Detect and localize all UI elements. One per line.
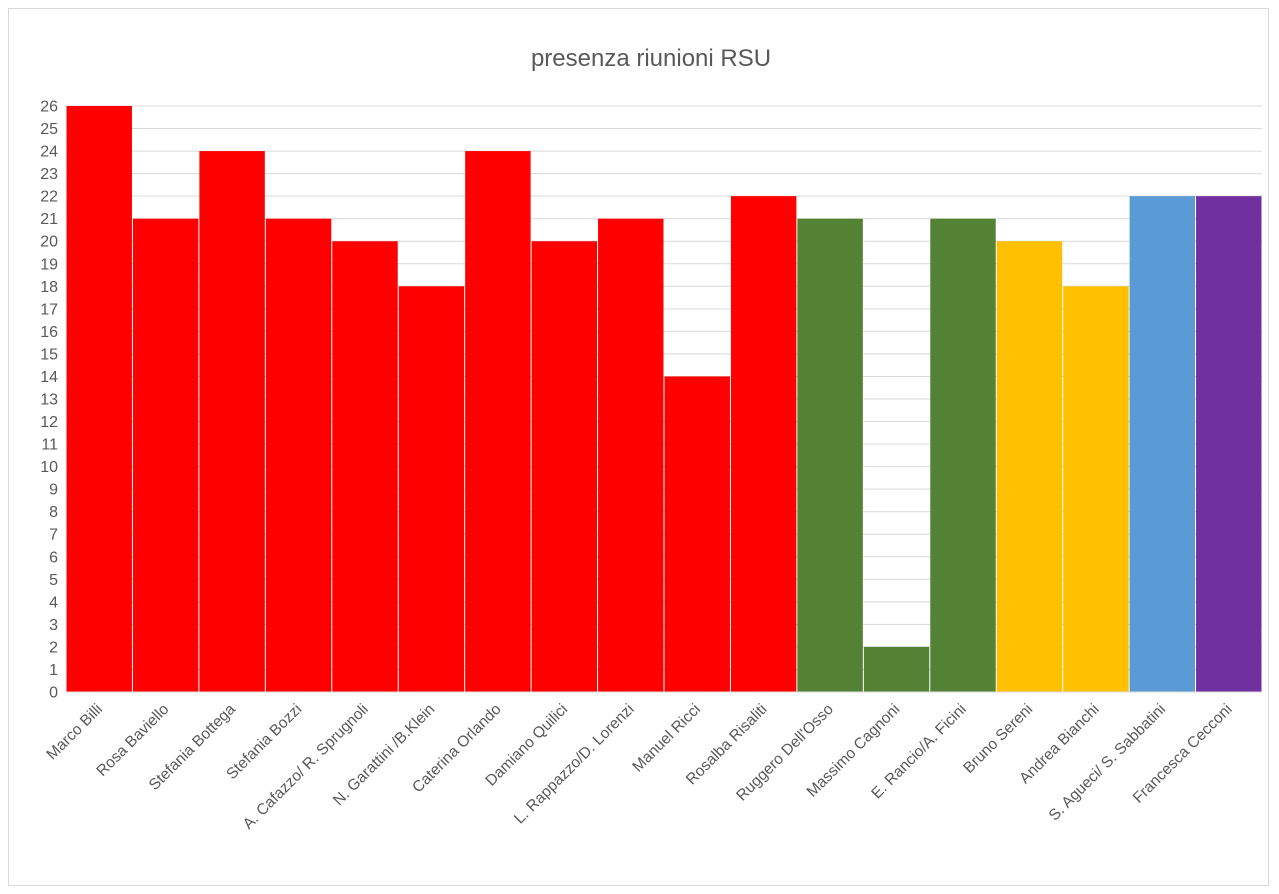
y-tick-label: 14 [40,369,58,386]
bar [465,151,531,693]
x-tick-label: A. Cafazzo/ R. Sprugnoli [240,701,372,833]
y-tick-label: 5 [49,572,58,589]
bar [863,646,930,692]
y-tick-label: 6 [49,549,58,566]
y-tick-label: 11 [41,437,58,454]
y-tick-label: 22 [40,189,58,206]
y-tick-label: 21 [40,211,58,228]
bar [730,196,797,692]
bar [598,218,664,692]
bar [1196,196,1262,692]
y-tick-label: 25 [40,121,58,138]
bar [531,241,598,692]
bar-chart: presenza riunioni RSU 012345678910111213… [40,45,1262,833]
y-tick-label: 19 [40,256,58,273]
y-tick-label: 4 [49,594,58,611]
y-tick-label: 7 [49,527,58,544]
bar [332,241,398,692]
bar [797,218,863,692]
y-tick-label: 15 [40,346,58,363]
y-tick-label: 10 [40,459,58,476]
y-tick-label: 24 [40,144,58,161]
chart-container: presenza riunioni RSU 0 1 2 3 4 5 6 7 8 9 10 11 12 13… [8,8,1269,886]
bar [996,241,1063,692]
y-tick-label: 18 [40,279,58,296]
y-tick-label: 3 [49,617,58,634]
bars [66,106,1262,693]
y-tick-label: 1 [49,662,58,679]
bar [199,151,265,693]
gridlines [66,105,1262,670]
y-tick-label: 20 [40,234,58,251]
bar [265,218,332,692]
y-tick-label: 13 [40,392,58,409]
y-tick-label: 17 [40,301,58,318]
bar [398,286,465,692]
bar [66,106,132,692]
y-tick-label: 8 [49,504,58,521]
y-tick-label: 9 [49,482,58,499]
y-tick-label: 0 [49,685,58,702]
bar [1063,286,1129,692]
bar [930,218,996,692]
x-tick-label: Marco Billi [43,701,106,764]
chart-title: presenza riunioni RSU [531,45,771,72]
y-axis-ticks: 0123456789101112131415161718192021222324… [40,99,58,702]
x-tick-label: L. Rappazzo/D. Lorenzi [511,701,638,828]
bar [132,218,199,692]
y-tick-label: 26 [40,99,58,116]
y-tick-label: 2 [49,639,58,656]
y-tick-label: 16 [40,324,58,341]
bar [664,376,730,692]
x-tick-label: S. Agueci/ S. Sabbatini [1046,701,1170,825]
x-tick-label: Manuel Ricci [629,701,704,776]
bar [1129,196,1196,692]
y-tick-label: 12 [40,414,58,431]
y-tick-label: 23 [40,166,58,183]
